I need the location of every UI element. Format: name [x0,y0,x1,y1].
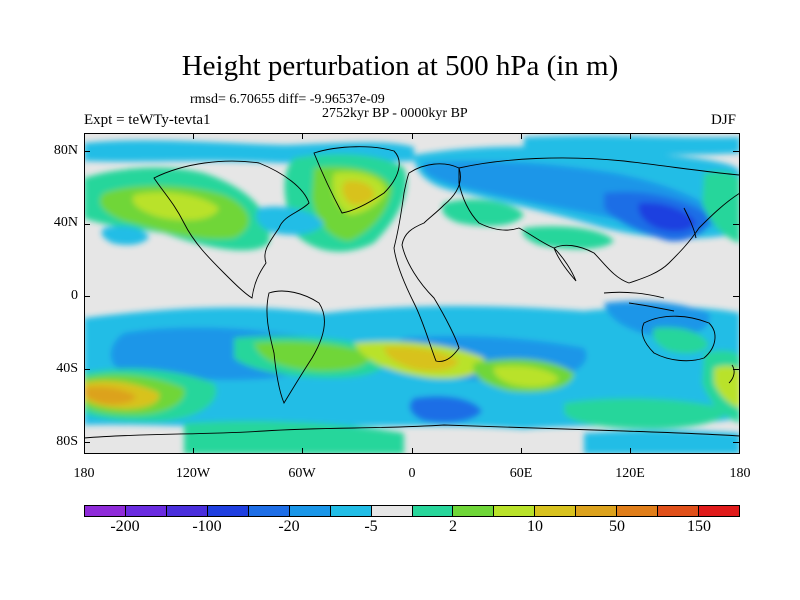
colorbar-label: 10 [527,518,543,535]
colorbar-segment [248,506,290,516]
lat-tick [84,369,90,370]
colorbar-segment [576,506,618,516]
lat-label-40n: 40N [53,215,78,230]
lon-label-60e: 60E [509,466,533,481]
lat-label-40s: 40S [56,361,78,376]
height-perturbation-map [84,135,740,454]
lon-label-120w: 120W [175,466,211,481]
season-label: DJF [711,112,737,128]
colorbar-segment [617,506,659,516]
colorbar-segment [535,506,577,516]
lat-tick [733,296,739,297]
colorbar [84,505,740,517]
coastlines [84,146,740,439]
lon-label-60w: 60W [288,466,316,481]
colorbar-label: 2 [449,518,457,535]
colorbar-label: -100 [192,518,222,535]
lat-tick [84,442,90,443]
colorbar-segment [494,506,536,516]
colorbar-segment [658,506,700,516]
colorbar-segment [453,506,495,516]
lon-label-120e: 120E [615,466,645,481]
lat-tick [733,442,739,443]
colorbar-segment [289,506,331,516]
lat-label-equator: 0 [71,288,78,303]
lon-tick [630,448,631,454]
colorbar-segment [412,506,454,516]
colorbar-label: 50 [609,518,625,535]
lat-tick [84,296,90,297]
map-frame [84,133,740,454]
lat-label-80n: 80N [53,143,78,158]
lon-tick [630,133,631,139]
experiment-label: Expt = teWTy-tevta1 [84,112,211,128]
lon-tick [302,133,303,139]
lon-label-180w: 180 [73,466,95,481]
lat-tick [733,151,739,152]
time-period-text: 2752kyr BP - 0000kyr BP [322,106,468,121]
lon-label-0: 0 [408,466,416,481]
lon-tick [412,133,413,139]
lat-tick [84,224,90,225]
lat-tick [733,224,739,225]
colorbar-segment [125,506,167,516]
colorbar-segment [371,506,413,516]
lon-tick [193,133,194,139]
lon-tick [412,448,413,454]
lon-label-180e: 180 [729,466,751,481]
colorbar-segment [330,506,372,516]
plot-title: Height perturbation at 500 hPa (in m) [181,50,619,82]
rmsd-diff-text: rmsd= 6.70655 diff= -9.96537e-09 [190,92,385,107]
map-panel [84,133,740,454]
colorbar-segment [166,506,208,516]
lat-tick [84,151,90,152]
colorbar-label: -200 [110,518,140,535]
colorbar-segment [207,506,249,516]
lon-tick [302,448,303,454]
colorbar-segment [699,506,739,516]
contour-fills [84,135,740,454]
lat-label-80s: 80S [56,434,78,449]
colorbar-label: 150 [687,518,711,535]
lon-tick [521,448,522,454]
lon-tick [193,448,194,454]
lon-tick [521,133,522,139]
colorbar-label: -5 [364,518,378,535]
colorbar-segment [85,506,126,516]
colorbar-label: -20 [278,518,300,535]
lat-tick [733,369,739,370]
